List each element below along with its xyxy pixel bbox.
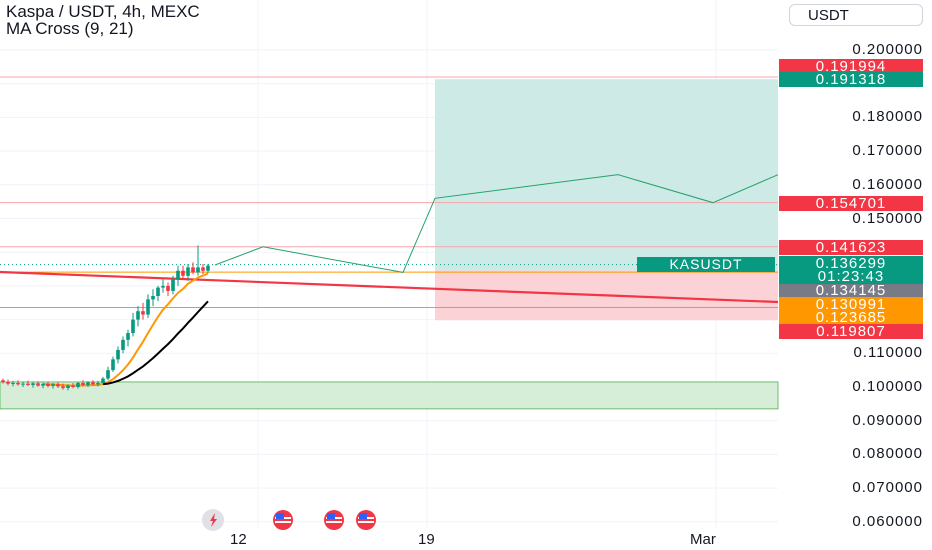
time-tick: Mar [690, 531, 716, 548]
candle-body [1, 380, 5, 382]
trend-line [0, 270, 779, 304]
countdown-label: 01:23:43 [779, 269, 923, 284]
candle-body [26, 383, 30, 385]
price-tick: 0.110000 [853, 344, 923, 362]
price-label: 0.141623 [779, 240, 923, 255]
candle-body [146, 299, 150, 315]
price-label: 0.134145 [779, 283, 923, 298]
price-tick: 0.100000 [852, 378, 923, 395]
currency-button[interactable]: USDT [789, 4, 923, 26]
candle-body [116, 349, 120, 360]
candle-body [71, 385, 75, 387]
candle-body [206, 265, 210, 271]
candles [1, 245, 210, 391]
price-label: 0.123685 [779, 310, 923, 325]
price-tick: 0.200000 [852, 41, 923, 58]
candle-body [41, 383, 45, 386]
price-label: 0.191318 [779, 72, 923, 87]
candle-body [156, 287, 160, 297]
candle-body [66, 385, 70, 389]
price-tick: 0.180000 [852, 108, 923, 126]
candle-body [61, 386, 65, 389]
price-tick: 0.090000 [852, 411, 923, 429]
candle-body [36, 383, 40, 386]
candle-body [31, 383, 35, 385]
time-tick: 19 [418, 531, 435, 548]
symbol-label: KASUSDT [637, 257, 775, 272]
moving-averages [42, 272, 209, 387]
candle-body [101, 378, 105, 383]
candle-body [86, 382, 90, 385]
price-tick: 0.160000 [852, 175, 923, 193]
price-label: 0.154701 [779, 196, 923, 211]
candle-body [141, 311, 145, 315]
candle-body [186, 267, 190, 276]
candle-body [56, 384, 60, 387]
candle-body [136, 311, 140, 320]
candle-body [6, 381, 10, 384]
candle-body [166, 285, 170, 291]
candle-body [96, 382, 100, 385]
candle-body [161, 285, 165, 288]
candle-body [21, 383, 25, 385]
candle-body [131, 319, 135, 334]
candle-body [201, 267, 205, 271]
us-flag-icon[interactable] [323, 509, 345, 531]
ma-line [42, 272, 209, 387]
candle-body [46, 383, 50, 386]
support-zone [0, 381, 779, 410]
time-tick: 12 [230, 531, 247, 548]
candle-body [11, 382, 15, 384]
ma-line [102, 300, 209, 386]
candle-body [176, 270, 180, 280]
candle-body [76, 382, 80, 387]
candle-body [196, 267, 200, 273]
price-label: 0.119807 [779, 324, 923, 339]
price-tick: 0.170000 [852, 142, 923, 160]
lightning-icon[interactable] [202, 509, 224, 531]
candle-body [126, 333, 130, 340]
price-tick: 0.150000 [852, 209, 923, 227]
price-label: 0.191994 [779, 59, 923, 74]
candle-body [121, 339, 125, 350]
price-label: 0.130991 [779, 297, 923, 312]
price-label: 0.136299 [779, 256, 923, 271]
candle-body [51, 384, 55, 386]
indicator-legend[interactable]: MA Cross (9, 21) [6, 19, 134, 38]
target-zone [435, 79, 778, 271]
us-flag-icon[interactable] [355, 509, 377, 531]
projection-path [214, 174, 779, 273]
chart-title: Kaspa / USDT, 4h, MEXC [6, 2, 200, 21]
candle-body [151, 296, 155, 300]
candle-body [16, 382, 20, 385]
candle-body [81, 382, 85, 385]
price-tick: 0.060000 [852, 512, 923, 530]
price-tick: 0.080000 [852, 445, 923, 463]
trend-line [0, 270, 779, 304]
projection-line [214, 174, 779, 273]
candle-body [91, 382, 95, 385]
position-zones [0, 79, 779, 410]
candle-body [171, 279, 175, 291]
candle-body [106, 370, 110, 379]
candle-body [191, 267, 195, 273]
candle-body [181, 270, 185, 276]
us-flag-icon[interactable] [272, 509, 294, 531]
candle-body [111, 359, 115, 371]
price-tick: 0.070000 [852, 479, 923, 497]
